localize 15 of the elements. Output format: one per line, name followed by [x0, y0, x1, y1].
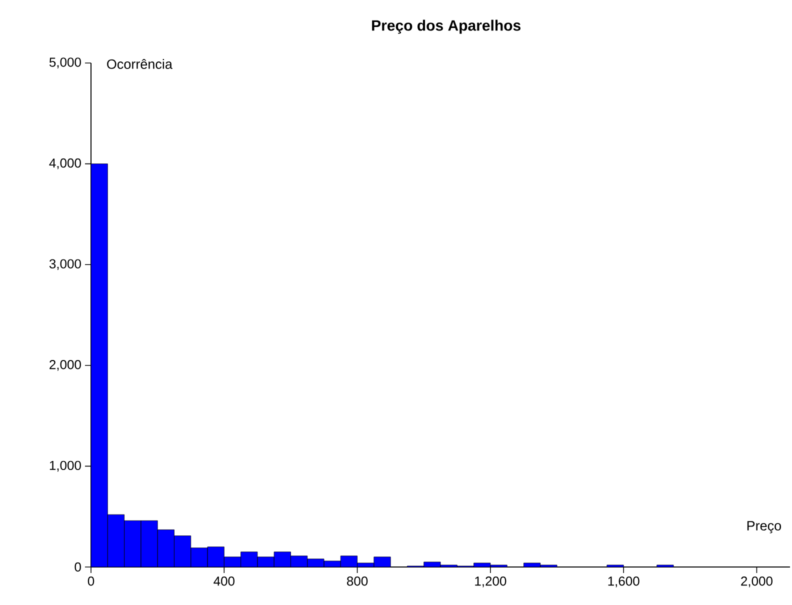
x-tick-label: 800: [347, 576, 368, 586]
chart-title: Preço dos Aparelhos: [372, 20, 520, 34]
y-tick-label: 2,000: [50, 360, 81, 371]
y-tick-label: 4,000: [49, 158, 81, 170]
y-axis-title: Ocorrência: [107, 58, 172, 69]
x-tick-label: 1,200: [475, 576, 506, 588]
x-tick-label: 0: [88, 576, 94, 586]
x-axis-title: Preço: [747, 521, 782, 534]
x-tick-label: 400: [214, 576, 234, 586]
y-tick-label: 5,000: [49, 58, 81, 68]
x-tick-label: 2,000: [741, 576, 772, 588]
y-tick-label: 3,000: [49, 259, 81, 270]
x-tick-label: 1,600: [608, 576, 640, 588]
y-tick-label: 0: [74, 562, 81, 572]
y-tick-label: 1,000: [50, 460, 81, 472]
